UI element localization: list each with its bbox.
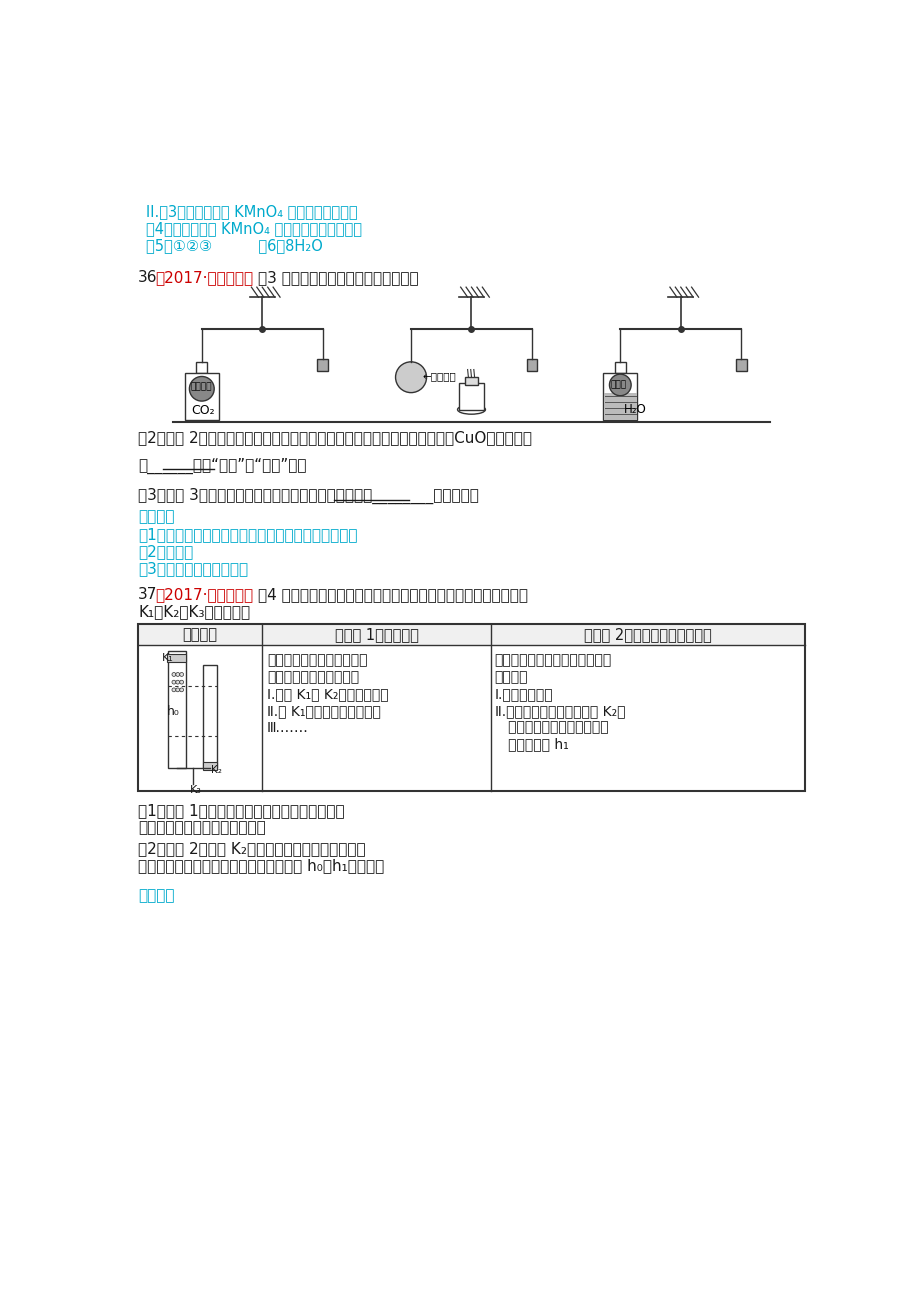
Circle shape bbox=[176, 687, 179, 691]
Text: 左管中燃烧匙盛有足量白磷，右: 左管中燃烧匙盛有足量白磷，右 bbox=[494, 652, 611, 667]
Circle shape bbox=[172, 687, 176, 691]
Text: （3 分）如下图所示，调节杠杠平衡。: （3 分）如下图所示，调节杠杠平衡。 bbox=[258, 271, 418, 285]
Text: ←细铜丝团: ←细铜丝团 bbox=[422, 371, 456, 381]
Text: 左管中带孔的燃烧匙盛有足: 左管中带孔的燃烧匙盛有足 bbox=[267, 652, 367, 667]
Text: 活性炭包: 活性炭包 bbox=[191, 383, 212, 392]
Text: （2）下沉；: （2）下沉； bbox=[138, 544, 193, 560]
Text: 【实验 2】测定空气中氧气含量: 【实验 2】测定空气中氧气含量 bbox=[584, 626, 711, 642]
Text: （2）实验 2：打开 K₂，右管中液面下降，原因是；: （2）实验 2：打开 K₂，右管中液面下降，原因是； bbox=[138, 841, 366, 857]
Text: （3）实验 3：一段时间后，铁粉包下沉，是因为铁粉与________发生反应。: （3）实验 3：一段时间后，铁粉包下沉，是因为铁粉与________发生反应。 bbox=[138, 488, 479, 504]
Circle shape bbox=[176, 680, 179, 684]
Text: （3）水和氧气同时接触。: （3）水和氧气同时接触。 bbox=[138, 561, 248, 577]
Bar bbox=[459, 383, 483, 410]
Text: Ⅱ.在 K₁的导管口处收集气体: Ⅱ.在 K₁的导管口处收集气体 bbox=[267, 703, 380, 717]
Bar bbox=[166, 655, 186, 663]
Bar bbox=[202, 762, 216, 769]
Bar bbox=[202, 665, 216, 768]
Text: 鐵粉包: 鐵粉包 bbox=[610, 380, 627, 389]
Text: （2）实验 2：加热细铜丝团一段时间后移走酒精灯，观察到铜丝变为黑色（CuO），细铜丝: （2）实验 2：加热细铜丝团一段时间后移走酒精灯，观察到铜丝变为黑色（CuO），… bbox=[138, 431, 532, 445]
Circle shape bbox=[179, 687, 184, 691]
Text: （4）酸性条件下 KMnO₄ 浓度越高，腔蚀性越强: （4）酸性条件下 KMnO₄ 浓度越高，腔蚀性越强 bbox=[146, 221, 361, 236]
Text: CO₂: CO₂ bbox=[191, 404, 215, 417]
Ellipse shape bbox=[457, 405, 485, 414]
Text: （1）实验 1：锡与稀硫酸反应的化学方程式为；: （1）实验 1：锡与稀硫酸反应的化学方程式为； bbox=[138, 803, 345, 818]
Text: 【答案】: 【答案】 bbox=[138, 888, 175, 902]
Text: （5）①②③          （6）8H₂O: （5）①②③ （6）8H₂O bbox=[146, 238, 323, 253]
Bar bbox=[603, 372, 637, 421]
Text: K₁: K₁ bbox=[162, 652, 173, 663]
Text: 37: 37 bbox=[138, 587, 157, 603]
Text: Ⅰ.光照引燃白磷: Ⅰ.光照引燃白磷 bbox=[494, 686, 552, 700]
Text: K₂: K₂ bbox=[210, 764, 221, 775]
Text: 团______（填“上升”或“下沉”）。: 团______（填“上升”或“下沉”）。 bbox=[138, 457, 306, 474]
Text: （1）活性炭具有吸附性，吸附二氧化碳，质量增加；: （1）活性炭具有吸附性，吸附二氧化碳，质量增加； bbox=[138, 527, 357, 543]
Text: 管盛有水: 管盛有水 bbox=[494, 669, 528, 684]
Circle shape bbox=[172, 680, 176, 684]
Bar bbox=[196, 362, 207, 372]
Text: K₃: K₃ bbox=[190, 785, 202, 796]
Circle shape bbox=[189, 376, 214, 401]
Bar bbox=[185, 372, 219, 421]
Text: h₀: h₀ bbox=[166, 704, 179, 717]
Text: H₂O: H₂O bbox=[623, 402, 646, 415]
Text: （2017·北京中考）: （2017·北京中考） bbox=[155, 271, 253, 285]
Text: Ⅲ.……: Ⅲ.…… bbox=[267, 720, 309, 734]
Bar bbox=[168, 651, 186, 768]
Text: 36: 36 bbox=[138, 271, 157, 285]
Bar bbox=[138, 624, 804, 792]
Circle shape bbox=[179, 673, 184, 676]
Bar bbox=[465, 378, 477, 385]
Bar bbox=[735, 359, 746, 371]
Text: K₁、K₂、K₃均已关闭。: K₁、K₂、K₃均已关闭。 bbox=[138, 604, 250, 620]
Text: 至液面不再变化，右管中液: 至液面不再变化，右管中液 bbox=[494, 720, 607, 734]
Bar bbox=[614, 362, 625, 372]
Bar bbox=[604, 393, 636, 419]
Circle shape bbox=[172, 673, 176, 676]
Bar bbox=[138, 624, 804, 646]
Text: II.（3）样品浓度对 KMnO₄ 浓度腔蚀性的影响: II.（3）样品浓度对 KMnO₄ 浓度腔蚀性的影响 bbox=[146, 204, 357, 219]
Text: 量锡粒，右管盛有稀硫酸: 量锡粒，右管盛有稀硫酸 bbox=[267, 669, 358, 684]
Bar bbox=[526, 359, 537, 371]
Circle shape bbox=[176, 673, 179, 676]
Text: 计算空气中氧气体积分数的表达式为（用 h₀、h₁表示）。: 计算空气中氧气体积分数的表达式为（用 h₀、h₁表示）。 bbox=[138, 858, 384, 874]
Text: 实验装置: 实验装置 bbox=[183, 626, 218, 642]
Text: 【实验 1】制备气体: 【实验 1】制备气体 bbox=[335, 626, 418, 642]
Circle shape bbox=[608, 374, 630, 396]
Text: Ⅰ.打开 K₁和 K₂，使反应发生: Ⅰ.打开 K₁和 K₂，使反应发生 bbox=[267, 686, 388, 700]
Text: 体的高度为 h₁: 体的高度为 h₁ bbox=[494, 738, 568, 751]
Circle shape bbox=[179, 680, 184, 684]
Text: （4 分）利用下图装置进行实验（两支玻璃管内径相同）。实验前: （4 分）利用下图装置进行实验（两支玻璃管内径相同）。实验前 bbox=[258, 587, 528, 603]
Text: 为使反应停止，田中的操作是。: 为使反应停止，田中的操作是。 bbox=[138, 820, 266, 835]
Text: Ⅱ.待白磷息灯，冷却，打开 K₂，: Ⅱ.待白磷息灯，冷却，打开 K₂， bbox=[494, 703, 625, 717]
Bar bbox=[317, 359, 328, 371]
Text: 【答案】: 【答案】 bbox=[138, 509, 175, 523]
Text: （2017·北京中考）: （2017·北京中考） bbox=[155, 587, 253, 603]
Circle shape bbox=[395, 362, 426, 393]
